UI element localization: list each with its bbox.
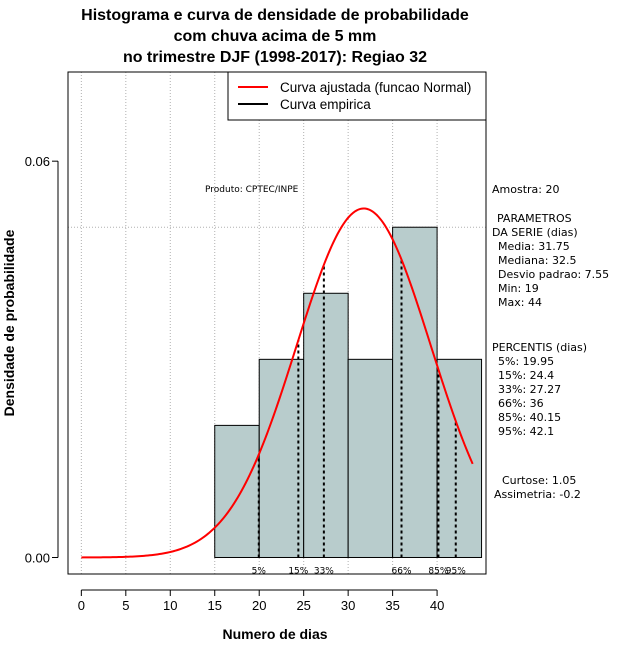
chart-title-line-3: no trimestre DJF (1998-2017): Regiao 32 [123, 49, 427, 66]
percentile-5: 5%: 19.95 [498, 355, 554, 368]
histogram-bar [436, 358, 483, 558]
legend-label-empirical: Curva empirica [280, 97, 371, 112]
params-title-2: DA SERIE (dias) [492, 226, 578, 239]
percentile-95: 95%: 42.1 [498, 425, 554, 438]
percentile-33: 33%: 27.27 [498, 383, 561, 396]
x-axis: 0 5 10 15 20 25 30 35 40 [78, 589, 444, 613]
percentile-label: 33% [314, 566, 334, 576]
legend: Curva ajustada (funcao Normal) Curva emp… [227, 71, 487, 121]
statistics-panel: Amostra: 20 PARAMETROS DA SERIE (dias) M… [492, 183, 609, 501]
x-tick-label: 15 [208, 598, 222, 613]
y-tick-label: 0.06 [25, 154, 50, 169]
kurtosis: Curtose: 1.05 [502, 474, 576, 487]
x-tick-label: 25 [296, 598, 310, 613]
x-tick-label: 5 [122, 598, 129, 613]
histogram-bar [347, 358, 394, 558]
histogram-bar [303, 292, 349, 558]
legend-label-normal: Curva ajustada (funcao Normal) [280, 80, 471, 95]
x-tick-label: 30 [341, 598, 355, 613]
percentiles-title: PERCENTIS (dias) [492, 341, 587, 354]
percentile-label: 5% [252, 566, 267, 576]
percentile-labels: 5% 15% 33% 66% 85%95% [252, 566, 467, 576]
percentile-85: 85%: 40.15 [498, 411, 561, 424]
params-title-1: PARAMETROS [497, 212, 572, 225]
y-axis: 0.00 0.06 [25, 154, 59, 565]
param-stddev: Desvio padrao: 7.55 [498, 268, 609, 281]
y-tick-label: 0.00 [25, 550, 50, 565]
chart-title-line-2: com chuva acima de 5 mm [174, 28, 377, 45]
legend-box [227, 71, 487, 121]
param-min: Min: 19 [498, 282, 539, 295]
x-tick-label: 10 [163, 598, 177, 613]
percentile-label: 15% [288, 566, 308, 576]
normal-curve [81, 207, 474, 559]
percentile-label: 85% [428, 566, 448, 576]
percentile-label: 95% [446, 566, 466, 576]
histogram-bar [258, 358, 305, 558]
chart-title-line-1: Histograma e curva de densidade de proba… [81, 7, 469, 24]
percentile-15: 15%: 24.4 [498, 369, 554, 382]
density-curve [81, 207, 474, 559]
sample-size: Amostra: 20 [492, 183, 559, 196]
x-tick-label: 40 [430, 598, 444, 613]
product-label: Produto: CPTEC/INPE [205, 185, 299, 195]
param-mean: Media: 31.75 [498, 240, 570, 253]
histogram-bars [214, 226, 483, 558]
y-axis-title: Densidade de probabilidade [1, 229, 17, 416]
x-tick-label: 35 [385, 598, 399, 613]
x-tick-label: 20 [252, 598, 266, 613]
histogram-bar [392, 226, 438, 558]
x-axis-title: Numero de dias [222, 626, 327, 642]
param-max: Max: 44 [498, 296, 542, 309]
x-tick-label: 0 [78, 598, 85, 613]
param-median: Mediana: 32.5 [498, 254, 576, 267]
skewness: Assimetria: -0.2 [494, 488, 581, 501]
percentile-lines [257, 259, 457, 558]
histogram-bar [214, 424, 260, 558]
percentile-66: 66%: 36 [498, 397, 544, 410]
percentile-label: 66% [392, 566, 412, 576]
